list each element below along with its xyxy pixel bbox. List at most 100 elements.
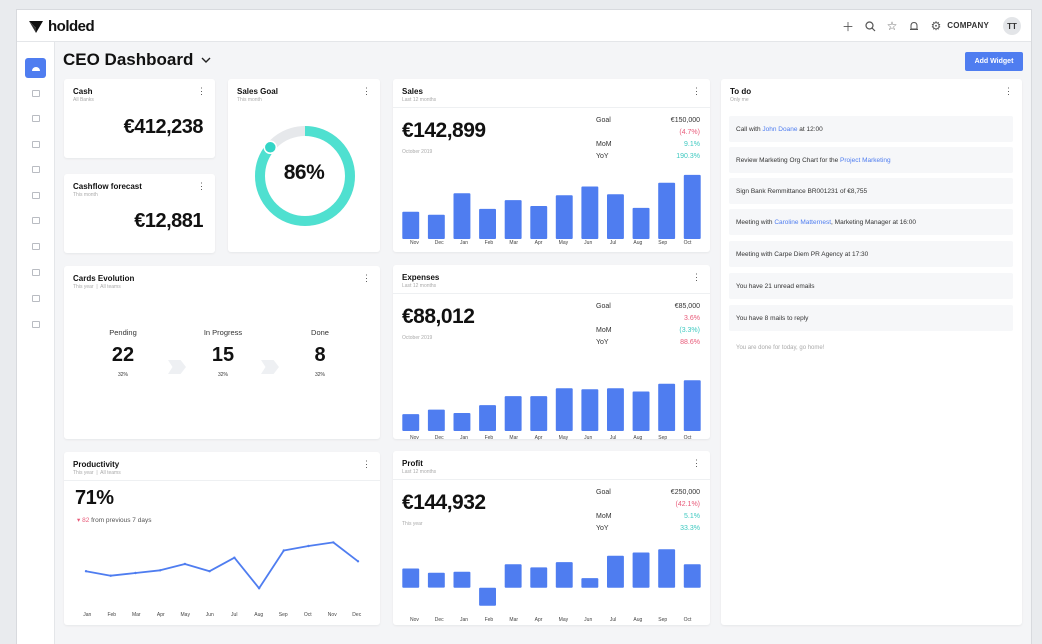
bar-oct[interactable] [683, 564, 701, 588]
point-jul[interactable] [233, 556, 236, 559]
more-options-icon[interactable]: ⋮ [197, 181, 206, 191]
profit-value: €144,932 [402, 491, 486, 514]
bar-jan[interactable] [453, 571, 471, 588]
bar-dec[interactable] [427, 572, 445, 588]
bar-jul[interactable] [607, 388, 624, 431]
more-options-icon[interactable]: ⋮ [692, 272, 701, 282]
point-apr[interactable] [159, 569, 162, 572]
bell-icon[interactable] [907, 19, 921, 33]
bar-jun[interactable] [581, 186, 599, 240]
bar-mar[interactable] [504, 396, 522, 431]
sidebar-item-tag[interactable] [25, 159, 46, 179]
point-aug[interactable] [257, 587, 261, 590]
point-nov[interactable] [332, 541, 335, 544]
bar-aug[interactable] [632, 552, 650, 588]
sidebar-item-dashboard[interactable] [25, 58, 46, 78]
bar-apr[interactable] [530, 206, 548, 239]
bar-jul[interactable] [607, 555, 624, 588]
bar-feb[interactable] [479, 405, 496, 431]
sidebar-item-briefcase[interactable] [25, 83, 46, 103]
bar-may[interactable] [555, 195, 573, 239]
plus-icon[interactable]: ＋ [841, 19, 854, 34]
bar-sep[interactable] [658, 182, 676, 239]
month-label-oct: Oct [683, 240, 692, 246]
bar-jan[interactable] [453, 413, 471, 431]
point-dec[interactable] [356, 560, 360, 563]
bar-sep[interactable] [658, 383, 676, 431]
done-column: Done 8 32% [290, 328, 350, 378]
sidebar-item-report[interactable] [25, 314, 46, 334]
bar-may[interactable] [555, 562, 573, 588]
bar-aug[interactable] [632, 391, 650, 432]
avatar[interactable]: TT [1003, 17, 1021, 35]
bar-jul[interactable] [607, 194, 624, 239]
chevron-down-icon [201, 57, 211, 63]
todo-item[interactable]: Review Marketing Org Chart for the Proje… [729, 147, 1013, 173]
bar-sep[interactable] [658, 549, 676, 588]
bar-oct[interactable] [683, 380, 701, 431]
bar-jan[interactable] [453, 193, 471, 239]
bar-apr[interactable] [530, 396, 548, 431]
cashflow-value: €12,881 [134, 210, 203, 232]
more-options-icon[interactable]: ⋮ [692, 458, 701, 468]
page-title[interactable]: CEO Dashboard [63, 50, 211, 70]
bar-nov[interactable] [402, 414, 420, 431]
todo-link[interactable]: Project Marketing [840, 156, 891, 164]
point-may[interactable] [183, 562, 187, 566]
sidebar-item-cart[interactable] [25, 108, 46, 128]
more-options-icon[interactable]: ⋮ [197, 86, 206, 96]
bar-dec[interactable] [427, 214, 445, 239]
bar-jun[interactable] [581, 389, 599, 431]
search-icon[interactable] [863, 19, 877, 33]
caret-down-icon: ▾ [77, 517, 81, 524]
bar-feb[interactable] [479, 587, 496, 606]
bar-may[interactable] [555, 388, 573, 431]
holded-logo[interactable]: holded [28, 18, 95, 35]
point-feb[interactable] [109, 574, 112, 577]
bar-feb[interactable] [479, 208, 496, 239]
todo-link[interactable]: Caroline Matternest [774, 218, 832, 226]
bar-dec[interactable] [427, 409, 445, 431]
sidebar-item-bank[interactable] [25, 210, 46, 230]
point-jan[interactable] [84, 570, 88, 573]
todo-item[interactable]: Sign Bank Remmittance BR001231 of €8,755 [729, 178, 1013, 204]
sidebar-item-team[interactable] [25, 134, 46, 154]
sales-month-labels: Nov Dec Jan Feb Mar Apr May Jun Jul Aug Sep Oct [402, 240, 700, 246]
star-icon[interactable]: ☆ [886, 19, 898, 33]
todo-link[interactable]: John Doane [762, 125, 798, 133]
todo-done-message: You are done for today, go home! [736, 345, 825, 351]
bar-oct[interactable] [683, 174, 701, 239]
month-label-sep: Sep [658, 435, 668, 441]
bar-nov[interactable] [402, 568, 420, 588]
todo-item[interactable]: Meeting with Carpe Diem PR Agency at 17:… [729, 241, 1013, 267]
gear-icon[interactable]: ⚙ [930, 19, 942, 33]
sidebar-item-line-chart[interactable] [25, 262, 46, 282]
more-options-icon[interactable]: ⋮ [362, 86, 371, 96]
card-title: Expenses [402, 273, 440, 282]
point-mar[interactable] [134, 571, 137, 575]
more-options-icon[interactable]: ⋮ [1004, 86, 1013, 96]
sidebar-item-stack[interactable] [25, 185, 46, 205]
sidebar-item-file[interactable] [25, 288, 46, 308]
bar-mar[interactable] [504, 564, 522, 588]
point-sep[interactable] [282, 549, 285, 552]
mom-label: MoM [596, 327, 612, 334]
todo-item[interactable]: You have 21 unread emails [729, 273, 1013, 299]
point-oct[interactable] [307, 544, 310, 548]
add-widget-button[interactable]: Add Widget [965, 52, 1023, 71]
todo-item[interactable]: Meeting with Caroline Matternest, Market… [729, 209, 1013, 235]
point-jun[interactable] [208, 570, 211, 573]
sidebar-item-bar-chart[interactable] [25, 236, 46, 256]
more-options-icon[interactable]: ⋮ [692, 86, 701, 96]
bar-aug[interactable] [632, 207, 650, 239]
more-options-icon[interactable]: ⋮ [362, 273, 371, 283]
bar-nov[interactable] [402, 211, 420, 239]
bar-mar[interactable] [504, 200, 522, 239]
bar-apr[interactable] [530, 567, 548, 588]
company-selector[interactable]: COMPANY [947, 21, 989, 30]
productivity-value: 71% [75, 487, 114, 509]
bar-jun[interactable] [581, 578, 599, 588]
more-options-icon[interactable]: ⋮ [362, 459, 371, 469]
todo-item[interactable]: Call with John Doane at 12:00 [729, 116, 1013, 142]
todo-item[interactable]: You have 8 mails to reply [729, 305, 1013, 331]
